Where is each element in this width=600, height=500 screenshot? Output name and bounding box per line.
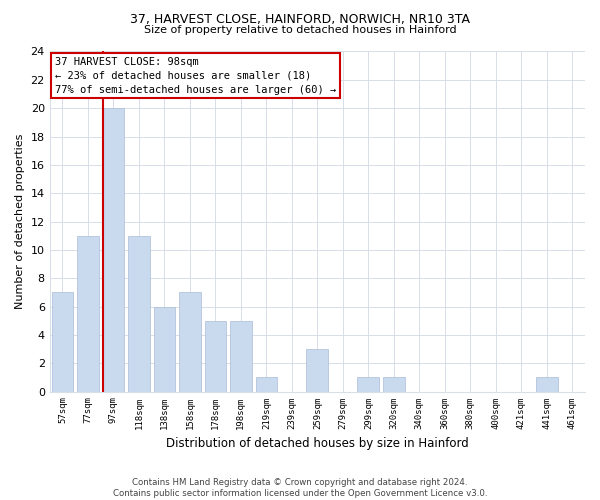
Bar <box>128 236 150 392</box>
Bar <box>205 320 226 392</box>
Text: 37 HARVEST CLOSE: 98sqm
← 23% of detached houses are smaller (18)
77% of semi-de: 37 HARVEST CLOSE: 98sqm ← 23% of detache… <box>55 56 336 94</box>
Bar <box>52 292 73 392</box>
Y-axis label: Number of detached properties: Number of detached properties <box>15 134 25 309</box>
Bar <box>358 378 379 392</box>
Text: Contains HM Land Registry data © Crown copyright and database right 2024.
Contai: Contains HM Land Registry data © Crown c… <box>113 478 487 498</box>
Bar <box>77 236 99 392</box>
Bar <box>103 108 124 392</box>
Bar <box>230 320 251 392</box>
Bar <box>383 378 404 392</box>
Bar <box>536 378 557 392</box>
Bar <box>256 378 277 392</box>
X-axis label: Distribution of detached houses by size in Hainford: Distribution of detached houses by size … <box>166 437 469 450</box>
Text: Size of property relative to detached houses in Hainford: Size of property relative to detached ho… <box>143 25 457 35</box>
Bar <box>179 292 201 392</box>
Bar <box>154 306 175 392</box>
Bar <box>307 349 328 392</box>
Text: 37, HARVEST CLOSE, HAINFORD, NORWICH, NR10 3TA: 37, HARVEST CLOSE, HAINFORD, NORWICH, NR… <box>130 12 470 26</box>
